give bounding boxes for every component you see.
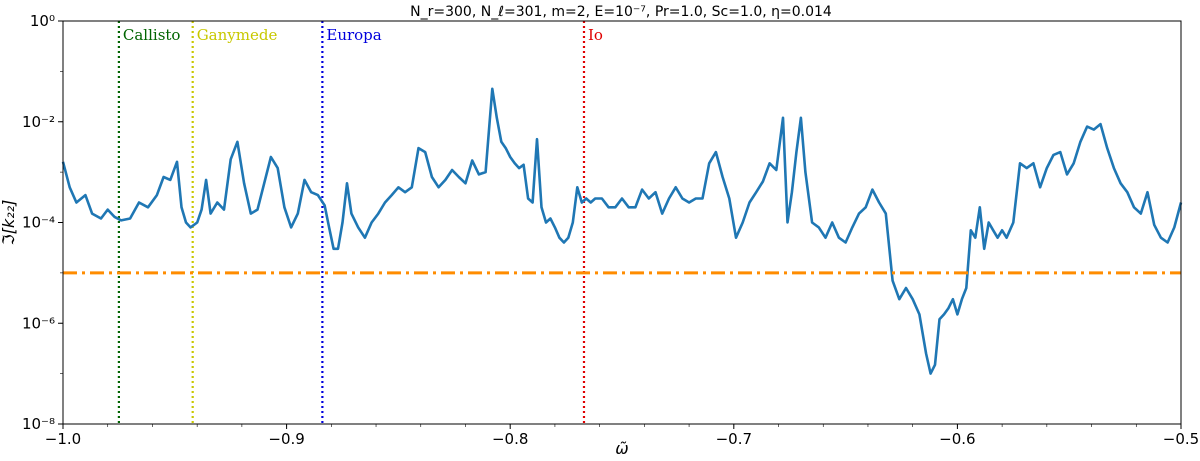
plot-area: Callisto Ganymede Europa Io xyxy=(61,20,1183,425)
y-axis: 10⁻⁸ 10⁻⁶ 10⁻⁴ 10⁻² 10⁰ xyxy=(22,12,63,433)
vertical-reference-lines: Callisto Ganymede Europa Io xyxy=(117,21,603,424)
y-tick-label: 10⁻⁴ xyxy=(22,214,55,232)
x-tick-label: −0.7 xyxy=(716,430,752,448)
vline-label-callisto: Callisto xyxy=(123,26,181,44)
y-tick-label: 10⁻⁶ xyxy=(22,314,55,332)
vline-label-io: Io xyxy=(588,26,603,44)
x-axis-label: ω̃ xyxy=(615,439,628,458)
y-tick-label: 10⁻² xyxy=(22,113,55,131)
x-tick-label: −0.8 xyxy=(492,430,528,448)
y-axis-label: ℑ[k₂₂] xyxy=(0,200,18,246)
vline-label-ganymede: Ganymede xyxy=(197,26,278,44)
vline-label-europa: Europa xyxy=(326,26,381,44)
x-axis: −1.0 −0.9 −0.8 −0.7 −0.6 −0.5 xyxy=(45,424,1199,448)
x-tick-label: −0.9 xyxy=(268,430,304,448)
x-tick-label: −0.5 xyxy=(1163,430,1199,448)
x-tick-label: −0.6 xyxy=(939,430,975,448)
x-tick-label: −1.0 xyxy=(45,430,81,448)
y-tick-label: 10⁻⁸ xyxy=(22,415,55,433)
chart-title: N_r=300, N_ℓ=301, m=2, E=10⁻⁷, Pr=1.0, S… xyxy=(410,4,832,20)
series-layer xyxy=(61,87,1183,375)
series-line xyxy=(61,87,1183,375)
y-tick-label: 10⁰ xyxy=(30,12,55,30)
